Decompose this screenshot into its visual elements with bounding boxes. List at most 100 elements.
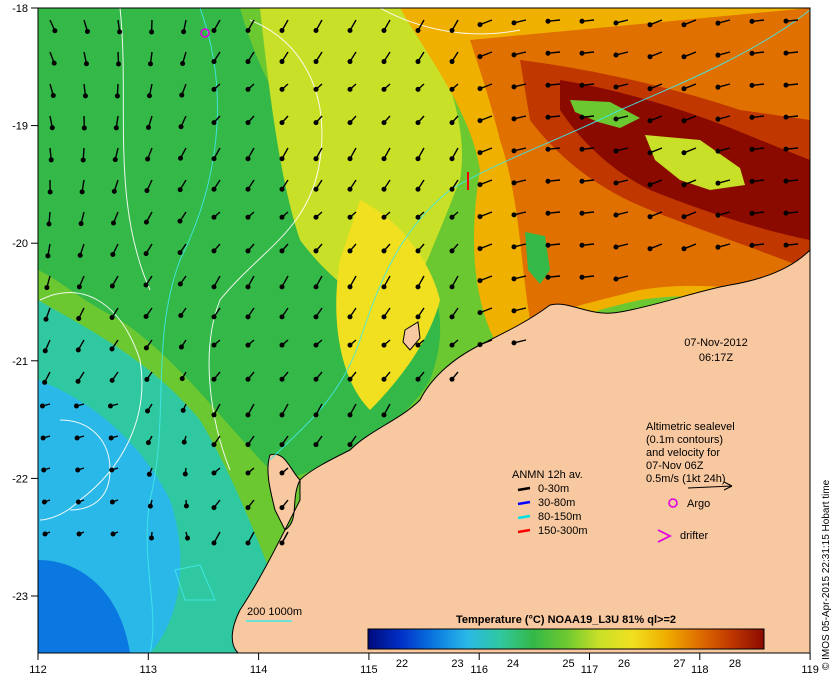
velocity-arrow-head: [477, 310, 483, 316]
velocity-arrow-head: [613, 180, 619, 186]
velocity-arrow-head: [381, 314, 387, 320]
lon-tick-label: 113: [140, 664, 158, 676]
velocity-arrow-head: [110, 531, 116, 537]
velocity-arrow-head: [109, 346, 115, 352]
velocity-arrow-head: [245, 86, 251, 92]
velocity-arrow-head: [749, 210, 755, 216]
velocity-arrow-head: [381, 86, 387, 92]
drifter-legend-label: drifter: [680, 530, 708, 542]
velocity-arrow-head: [143, 282, 149, 288]
velocity-arrow-head: [381, 342, 387, 348]
velocity-arrow-head: [245, 156, 251, 162]
velocity-arrow-head: [613, 244, 619, 250]
velocity-arrow-head: [245, 412, 251, 418]
velocity-arrow-head: [48, 157, 54, 163]
svg-text:ANMN 12h av.: ANMN 12h av.: [512, 469, 583, 481]
velocity-arrow-head: [39, 403, 45, 409]
velocity-arrow-head: [245, 314, 251, 320]
velocity-arrow-head: [211, 412, 217, 418]
velocity-arrow-head: [107, 403, 113, 409]
velocity-arrow-head: [149, 29, 155, 35]
velocity-arrow-head: [415, 342, 421, 348]
velocity-arrow-head: [52, 28, 58, 34]
velocity-arrow-head: [477, 118, 483, 124]
date-label: 07-Nov-2012: [684, 337, 748, 349]
velocity-arrow-head: [579, 146, 585, 152]
velocity-arrow-head: [245, 284, 251, 290]
velocity-arrow-head: [579, 18, 585, 24]
velocity-arrow-head: [109, 283, 115, 289]
velocity-arrow-head: [477, 182, 483, 188]
velocity-arrow-head: [613, 84, 619, 90]
velocity-arrow-head: [279, 156, 285, 162]
velocity-arrow-head: [145, 440, 151, 446]
velocity-arrow-head: [143, 313, 149, 319]
velocity-arrow-head: [347, 376, 353, 382]
velocity-arrow-head: [579, 274, 585, 280]
velocity-arrow-head: [109, 499, 115, 505]
lon-tick-label: 116: [470, 664, 488, 676]
velocity-arrow-head: [347, 186, 353, 192]
velocity-arrow-head: [511, 180, 517, 186]
lon-tick-label: 115: [360, 664, 378, 676]
velocity-arrow-head: [647, 150, 653, 156]
velocity-arrow-head: [110, 220, 116, 226]
velocity-arrow-head: [715, 212, 721, 218]
time-label: 06:17Z: [699, 352, 734, 364]
velocity-arrow-head: [511, 212, 517, 218]
velocity-arrow-head: [47, 189, 53, 195]
velocity-arrow-head: [749, 242, 755, 248]
velocity-arrow-head: [182, 471, 188, 477]
velocity-arrow-head: [211, 284, 217, 290]
velocity-arrow-head: [511, 308, 517, 314]
velocity-arrow-head: [279, 120, 285, 126]
anmn-legend-swatch: [517, 500, 531, 506]
velocity-arrow-head: [245, 442, 251, 448]
anmn-legend-swatch: [517, 528, 531, 534]
velocity-arrow-head: [681, 54, 687, 60]
lat-tick-label: -22: [12, 473, 28, 485]
velocity-arrow-head: [145, 408, 151, 414]
velocity-arrow-head: [143, 345, 149, 351]
lat-tick-label: -23: [12, 591, 28, 603]
velocity-arrow-head: [77, 252, 83, 258]
velocity-arrow-head: [313, 86, 319, 92]
velocity-arrow-head: [143, 219, 149, 225]
argo-marker[interactable]: [200, 28, 210, 38]
velocity-arrow-head: [579, 210, 585, 216]
velocity-arrow-head: [477, 246, 483, 252]
velocity-arrow-head: [51, 60, 57, 66]
velocity-arrow-head: [381, 376, 387, 382]
velocity-arrow-head: [511, 52, 517, 58]
velocity-arrow-head: [146, 93, 152, 99]
velocity-arrow-head: [211, 442, 217, 448]
anmn-legend-swatch: [517, 486, 531, 492]
velocity-arrow-head: [279, 470, 285, 476]
velocity-arrow-head: [313, 284, 319, 290]
velocity-arrow-head: [511, 84, 517, 90]
velocity-arrow-head: [211, 314, 217, 320]
svg-text:Altimetric sealevel: Altimetric sealevel: [646, 421, 735, 433]
velocity-arrow-head: [42, 531, 48, 537]
velocity-arrow-head: [783, 178, 789, 184]
velocity-arrow-head: [147, 61, 153, 67]
velocity-arrow-head: [545, 210, 551, 216]
colorbar-tick-label: 28: [729, 658, 741, 670]
velocity-arrow-head: [279, 86, 285, 92]
lat-tick-label: -18: [12, 3, 28, 15]
velocity-arrow-head: [279, 59, 285, 65]
lat-tick-label: -21: [12, 356, 28, 368]
velocity-arrow-head: [347, 248, 353, 254]
velocity-arrow-head: [613, 276, 619, 282]
velocity-arrow-head: [109, 377, 115, 383]
velocity-arrow-head: [347, 86, 353, 92]
velocity-arrow-head: [313, 442, 319, 448]
velocity-arrow-head: [749, 114, 755, 120]
velocity-arrow-head: [313, 376, 319, 382]
velocity-arrow-head: [42, 348, 48, 354]
velocity-arrow-head: [449, 86, 455, 92]
velocity-arrow-head: [76, 315, 82, 321]
velocity-arrow-head: [313, 214, 319, 220]
velocity-arrow-head: [681, 86, 687, 92]
